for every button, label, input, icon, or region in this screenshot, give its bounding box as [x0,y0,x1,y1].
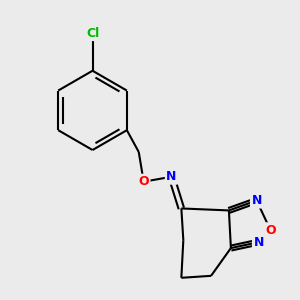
Text: Cl: Cl [86,27,99,40]
Text: O: O [138,175,149,188]
Text: N: N [166,170,177,183]
Text: N: N [251,194,262,207]
Text: N: N [254,236,264,249]
Text: O: O [265,224,276,237]
